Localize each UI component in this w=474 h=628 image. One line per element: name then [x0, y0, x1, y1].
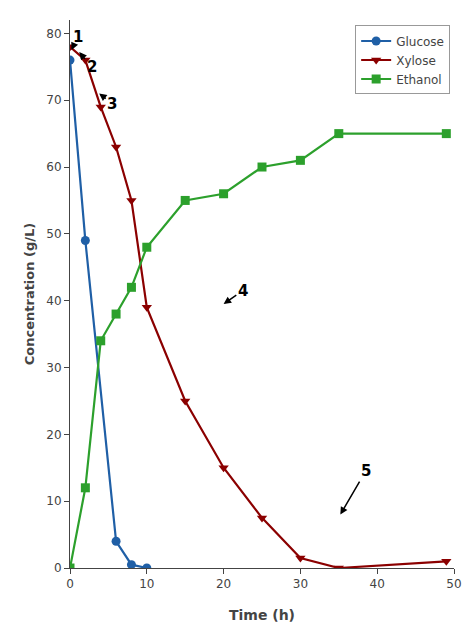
svg-text:1: 1 — [73, 28, 83, 46]
svg-text:5: 5 — [361, 462, 371, 480]
svg-text:Concentration (g/L): Concentration (g/L) — [22, 223, 37, 366]
svg-text:30: 30 — [46, 361, 61, 375]
svg-text:3: 3 — [107, 95, 117, 113]
svg-text:60: 60 — [46, 160, 61, 174]
svg-text:50: 50 — [446, 577, 461, 591]
svg-text:2: 2 — [87, 58, 97, 76]
svg-text:80: 80 — [46, 27, 61, 41]
svg-text:10: 10 — [46, 494, 61, 508]
svg-text:0: 0 — [54, 561, 62, 575]
svg-text:40: 40 — [370, 577, 385, 591]
svg-text:50: 50 — [46, 227, 61, 241]
svg-text:4: 4 — [238, 282, 248, 300]
svg-text:Ethanol: Ethanol — [396, 73, 442, 87]
svg-text:20: 20 — [46, 428, 61, 442]
svg-text:Time (h): Time (h) — [229, 607, 295, 623]
svg-text:20: 20 — [216, 577, 231, 591]
svg-text:30: 30 — [293, 577, 308, 591]
svg-text:10: 10 — [139, 577, 154, 591]
svg-text:40: 40 — [46, 294, 61, 308]
svg-text:70: 70 — [46, 93, 61, 107]
svg-text:0: 0 — [66, 577, 74, 591]
svg-text:Glucose: Glucose — [396, 35, 444, 49]
svg-text:Xylose: Xylose — [396, 54, 436, 68]
